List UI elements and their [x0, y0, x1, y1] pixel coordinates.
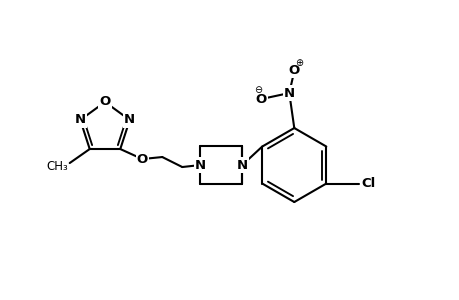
Text: O: O: [99, 94, 110, 107]
Text: CH₃: CH₃: [46, 160, 67, 172]
Text: N: N: [74, 113, 86, 127]
Text: N: N: [194, 158, 205, 172]
Text: N: N: [283, 86, 294, 100]
Text: ⊕: ⊕: [295, 58, 302, 68]
Text: N: N: [236, 158, 247, 172]
Text: O: O: [255, 92, 266, 106]
Text: ⊖: ⊖: [254, 85, 262, 95]
Text: Cl: Cl: [360, 177, 375, 190]
Text: N: N: [124, 113, 135, 127]
Text: O: O: [288, 64, 299, 76]
Text: O: O: [136, 152, 148, 166]
